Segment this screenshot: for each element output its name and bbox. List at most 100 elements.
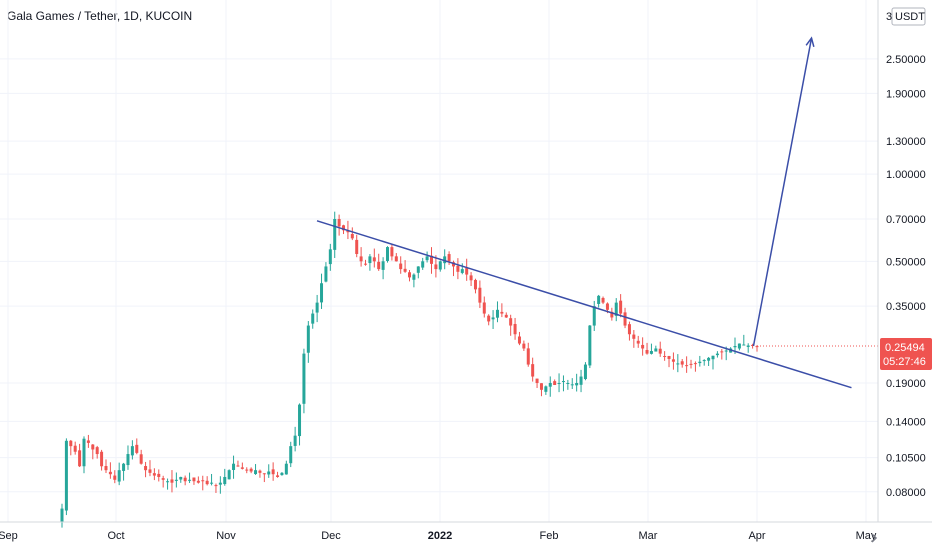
candle-body xyxy=(737,343,741,349)
chart-title: Gala Games / Tether, 1D, KUCOIN xyxy=(7,9,193,23)
candle-body xyxy=(715,353,719,356)
candle-body xyxy=(487,315,491,322)
candle-body xyxy=(495,309,499,318)
candle-body xyxy=(267,471,271,475)
current-price-badge xyxy=(880,338,932,370)
candle-body xyxy=(583,364,587,380)
candle-body xyxy=(196,480,200,483)
candle-body xyxy=(333,219,337,250)
x-tick-label: Oct xyxy=(107,530,124,542)
currency-top-number: 3 xyxy=(886,11,892,23)
projection-arrow[interactable] xyxy=(752,37,813,347)
candle-body xyxy=(504,314,508,318)
candle-body xyxy=(658,348,662,354)
candle-body xyxy=(139,454,143,464)
candle-body xyxy=(293,435,297,446)
candle-body xyxy=(337,218,341,227)
candle-body xyxy=(663,356,667,358)
candle-body xyxy=(724,350,728,352)
candle-body xyxy=(179,476,183,480)
currency-badge[interactable] xyxy=(891,7,926,26)
x-tick-labels: Sep Oct Nov Dec 2022 Feb Mar Apr May xyxy=(0,530,877,542)
candle-body xyxy=(113,475,117,480)
candle-body xyxy=(592,306,596,326)
candle-body xyxy=(513,323,517,335)
candle-body xyxy=(610,311,614,318)
candles xyxy=(60,211,759,528)
candle-body xyxy=(205,480,209,485)
candle-body xyxy=(227,470,231,480)
candle-body xyxy=(456,265,460,272)
y-tick-labels: 2.50000 1.90000 1.30000 1.00000 0.70000 0.500… xyxy=(886,54,926,499)
candle-body xyxy=(249,468,253,472)
candle-body xyxy=(566,383,570,384)
candle-body xyxy=(245,469,249,471)
candle-body xyxy=(685,365,689,367)
descending-trendline[interactable] xyxy=(316,220,852,389)
candle-body xyxy=(412,274,416,280)
candle-body xyxy=(377,261,381,270)
x-tick-label: Apr xyxy=(748,530,765,542)
candle-body xyxy=(447,254,451,262)
bar-countdown: 05:27:46 xyxy=(883,356,926,368)
candle-body xyxy=(720,351,724,353)
candle-body xyxy=(210,482,214,484)
candle-body xyxy=(148,469,152,473)
candle-body xyxy=(170,479,174,483)
x-tick-label: May xyxy=(856,530,877,542)
candle-body xyxy=(192,477,196,482)
candle-body xyxy=(258,470,262,473)
candle-body xyxy=(78,450,82,467)
candle-body xyxy=(64,440,68,511)
candle-body xyxy=(641,344,645,349)
candle-body xyxy=(350,234,354,239)
candle-body xyxy=(575,383,579,386)
candle-body xyxy=(174,479,178,481)
candle-body xyxy=(201,480,205,482)
candle-body xyxy=(553,381,557,386)
candle-body xyxy=(421,261,425,268)
candle-body xyxy=(346,230,350,233)
candle-body xyxy=(240,467,244,469)
candle-body xyxy=(355,239,359,254)
candle-body xyxy=(60,508,64,522)
candle-body xyxy=(473,279,477,290)
candle-body xyxy=(742,344,746,346)
candle-body xyxy=(69,440,73,447)
x-tick-label: 2022 xyxy=(428,530,452,542)
candle-body xyxy=(157,473,161,477)
y-tick-label: 1.00000 xyxy=(886,169,926,181)
candle-body xyxy=(144,466,148,471)
candle-body xyxy=(399,263,403,270)
candle-body xyxy=(218,482,222,485)
candle-body xyxy=(698,361,702,364)
candle-body xyxy=(425,256,429,261)
candle-body xyxy=(588,325,592,366)
candle-body xyxy=(465,268,469,275)
chevron-right-icon xyxy=(871,533,878,543)
candle-body xyxy=(108,471,112,475)
candle-body xyxy=(733,345,737,348)
candle-body xyxy=(693,363,697,365)
candle-body xyxy=(680,361,684,365)
y-tick-label: 1.90000 xyxy=(886,88,926,100)
candle-body xyxy=(390,247,394,257)
candle-body xyxy=(298,404,302,437)
candle-body xyxy=(561,381,565,383)
candle-body xyxy=(526,348,530,365)
candle-body xyxy=(623,312,627,326)
candle-body xyxy=(755,346,759,348)
candle-body xyxy=(509,318,513,326)
candle-body xyxy=(302,353,306,404)
candle-body xyxy=(183,477,187,482)
candle-body xyxy=(372,257,376,262)
scroll-to-realtime-button[interactable] xyxy=(871,533,878,543)
y-tick-label: 0.08000 xyxy=(886,487,926,499)
candle-body xyxy=(104,466,108,471)
currency-label: USDT xyxy=(895,11,925,23)
candle-body xyxy=(130,446,134,456)
candle-body xyxy=(517,336,521,344)
candle-body xyxy=(707,357,711,361)
candle-body xyxy=(403,268,407,272)
